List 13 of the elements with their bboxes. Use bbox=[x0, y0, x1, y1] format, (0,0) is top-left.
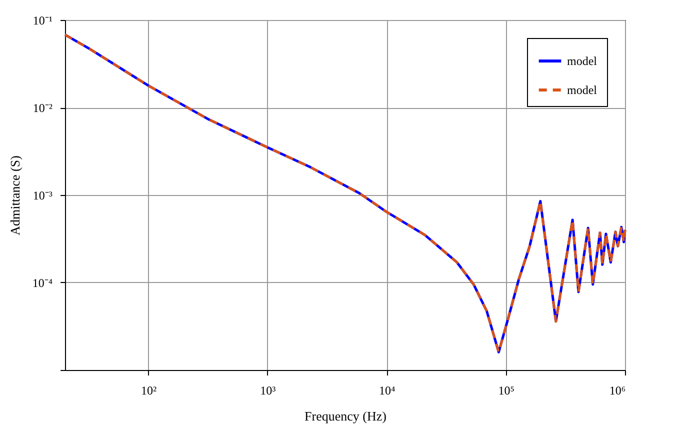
x-tick-label: 10³ bbox=[260, 384, 276, 398]
x-tick-label: 10² bbox=[140, 384, 157, 398]
y-tick-label: 10⁻¹ bbox=[32, 14, 53, 28]
x-tick-label: 10⁶ bbox=[609, 384, 626, 398]
legend-label: model bbox=[567, 83, 598, 97]
x-tick-label: 10⁴ bbox=[379, 384, 396, 398]
y-tick-label: 10⁻² bbox=[32, 101, 53, 115]
x-axis-title: Frequency (Hz) bbox=[304, 408, 386, 424]
y-tick-label: 10⁻³ bbox=[32, 188, 53, 202]
x-tick-label: 10⁵ bbox=[498, 384, 514, 398]
y-axis-title: Admittance (S) bbox=[7, 156, 22, 236]
y-tick-label: 10⁻⁴ bbox=[32, 276, 52, 290]
legend-label: model bbox=[567, 54, 598, 68]
